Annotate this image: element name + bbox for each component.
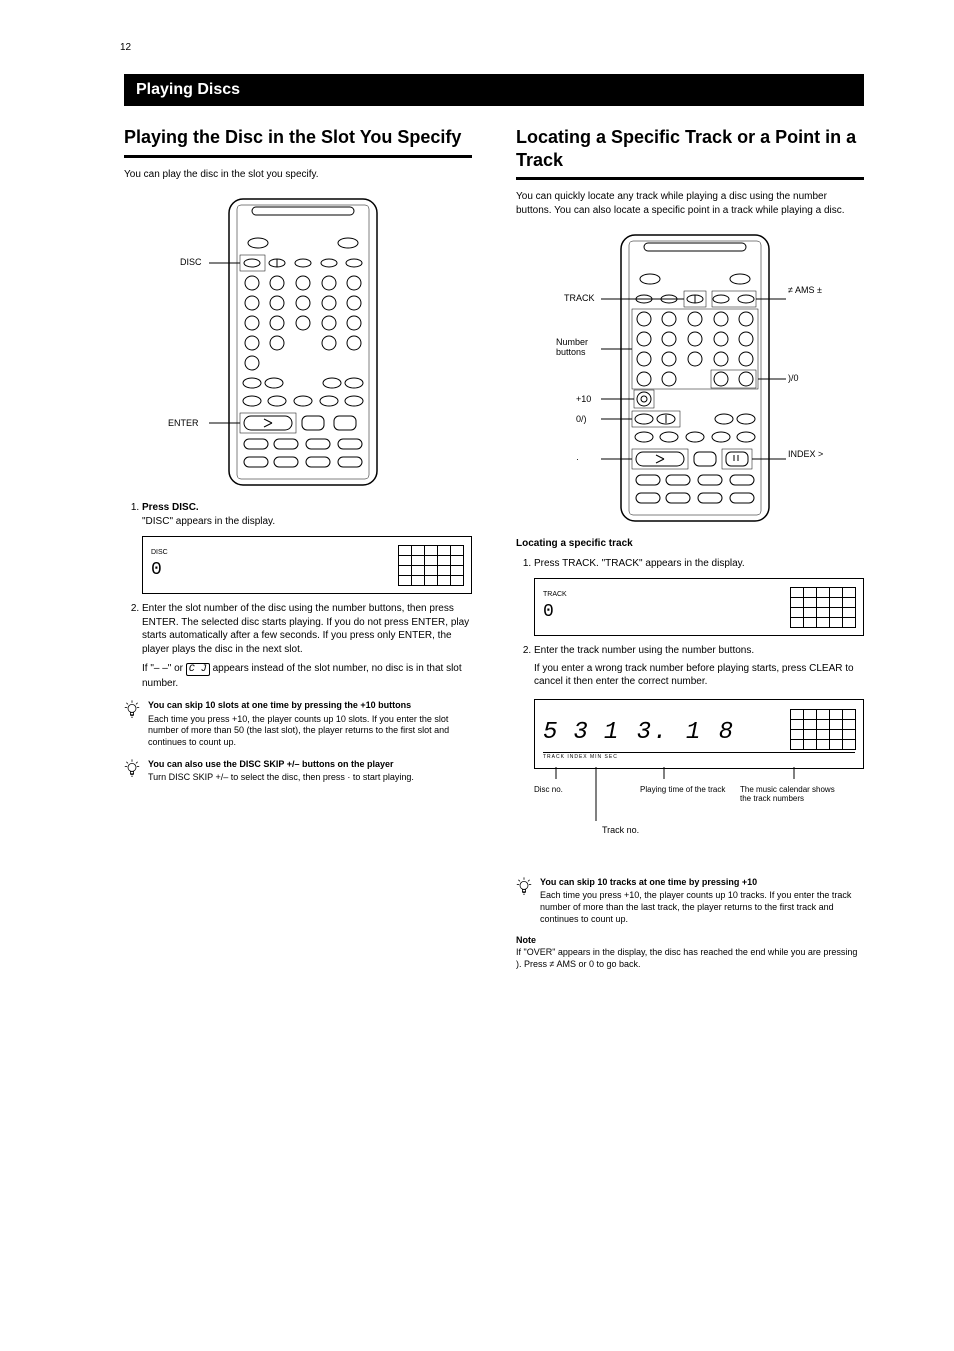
right-display2-wrap: 5 3 1 3. 1 8 [534, 699, 864, 769]
right-note-title: Note [516, 935, 864, 945]
annot-disc-no: Disc no. [534, 785, 578, 804]
left-remote-diagram: DISC ENTER [124, 191, 472, 491]
lightbulb-icon [124, 759, 142, 784]
right-step1-text: Press TRACK. "TRACK" appears in the disp… [534, 557, 864, 571]
left-cj-note: If "– –" or C J appears instead of the s… [142, 662, 472, 690]
right-remote-label-plus10: +10 [576, 394, 591, 404]
right-display1-label: TRACK [543, 590, 567, 599]
annot-playing-time: Playing time of the track [640, 785, 740, 804]
right-steps: Press TRACK. "TRACK" appears in the disp… [516, 557, 864, 867]
left-display-box: DISC 0 [142, 536, 472, 594]
right-step-1: Press TRACK. "TRACK" appears in the disp… [534, 557, 864, 637]
lightbulb-icon [124, 700, 142, 749]
annot-track-no: Track no. [602, 825, 639, 836]
right-remote-label-ams: ≠ AMS ± [788, 285, 848, 295]
right-display2-grid [790, 710, 855, 750]
left-column: Playing the Disc in the Slot You Specify… [124, 120, 472, 971]
page-number: 12 [120, 42, 131, 53]
display2-tiny-labels: TRACK INDEX MIN SEC [543, 754, 855, 761]
remote-svg [124, 191, 484, 491]
left-tip1-text: Each time you press +10, the player coun… [148, 714, 472, 749]
annot-blank [578, 785, 640, 804]
display2-val-c: 1 3. 1 8 [604, 717, 735, 749]
right-step2-text-a: Enter the track number using the number … [534, 644, 864, 658]
right-display1-left: TRACK 0 [543, 590, 567, 624]
right-display-box-2: 5 3 1 3. 1 8 [534, 699, 864, 769]
right-display1-grid [790, 587, 855, 627]
annot-music-cal: The music calendar shows the track numbe… [740, 785, 850, 804]
left-step2-text: Enter the slot number of the disc using … [142, 602, 472, 656]
left-intro: You can play the disc in the slot you sp… [124, 168, 472, 182]
lightbulb-icon [516, 877, 534, 926]
left-tip2-body: You can also use the DISC SKIP +/– butto… [148, 759, 472, 784]
right-remote-diagram: TRACK ≠ AMS ± Number buttons )/0 +10 0/)… [516, 227, 864, 527]
right-rule [516, 177, 864, 180]
display2-val-a: 5 [543, 717, 559, 749]
left-step1-line1: Press DISC. [142, 502, 199, 513]
remote-svg [516, 227, 876, 527]
right-step2-text-b: If you enter a wrong track number before… [534, 662, 864, 689]
right-tip-text: Each time you press +10, the player coun… [540, 890, 864, 925]
left-rule [124, 155, 472, 158]
right-display1-value: 0 [543, 600, 567, 624]
right-step-2: Enter the track number using the number … [534, 644, 864, 867]
cj-icon: C J [186, 663, 210, 676]
right-remote-label-0: 0/) [576, 414, 587, 424]
display2-val-b: 3 [573, 717, 589, 749]
left-tip2-title: You can also use the DISC SKIP +/– butto… [148, 759, 472, 771]
left-step-1: Press DISC. "DISC" appears in the displa… [142, 501, 472, 594]
left-step1-line2: "DISC" appears in the display. [142, 515, 472, 529]
right-note-text: If "OVER" appears in the display, the di… [516, 947, 864, 970]
page: 12 Playing Discs Playing the Disc in the… [0, 0, 954, 1351]
right-tip: You can skip 10 tracks at one time by pr… [516, 877, 864, 926]
right-column: Locating a Specific Track or a Point in … [516, 120, 864, 971]
right-remote-label-tensym: )/0 [788, 373, 799, 383]
left-display-value: 0 [151, 558, 168, 582]
right-tip-body: You can skip 10 tracks at one time by pr… [540, 877, 864, 926]
left-steps: Press DISC. "DISC" appears in the displa… [124, 501, 472, 690]
right-intro: You can quickly locate any track while p… [516, 190, 864, 217]
left-remote-label-disc: DISC [180, 257, 202, 267]
right-remote-label-index: INDEX > [788, 449, 843, 459]
content-columns: Playing the Disc in the Slot You Specify… [124, 120, 864, 971]
left-tip-1: You can skip 10 slots at one time by pre… [124, 700, 472, 749]
left-tip1-body: You can skip 10 slots at one time by pre… [148, 700, 472, 749]
left-tip1-title: You can skip 10 slots at one time by pre… [148, 700, 472, 712]
right-tip-title: You can skip 10 tracks at one time by pr… [540, 877, 864, 889]
right-remote-label-play: · [576, 454, 579, 464]
left-tip-2: You can also use the DISC SKIP +/– butto… [124, 759, 472, 784]
left-tip2-text: Turn DISC SKIP +/– to select the disc, t… [148, 772, 472, 784]
left-step-2: Enter the slot number of the disc using … [142, 602, 472, 690]
left-display-grid [398, 545, 463, 585]
left-section-title: Playing the Disc in the Slot You Specify [124, 126, 472, 149]
left-display-left: DISC 0 [151, 548, 168, 582]
right-display-box-1: TRACK 0 [534, 578, 864, 636]
left-remote-label-enter: ENTER [168, 418, 199, 428]
right-remote-label-number: Number buttons [556, 337, 606, 357]
header-bar: Playing Discs [124, 74, 864, 106]
right-remote-label-track: TRACK [564, 293, 595, 303]
right-loc-heading: Locating a specific track [516, 537, 864, 551]
left-display-label: DISC [151, 548, 168, 557]
right-section-title: Locating a Specific Track or a Point in … [516, 126, 864, 171]
